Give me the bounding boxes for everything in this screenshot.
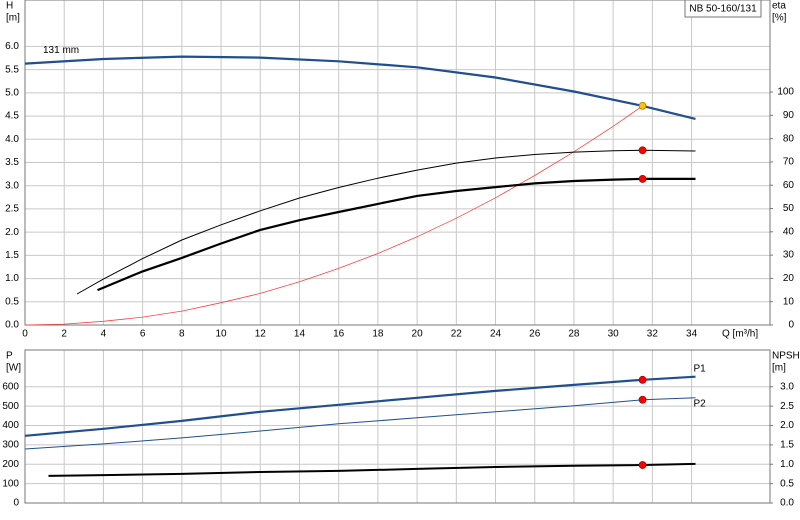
y2-axis-unit: [m] — [772, 363, 786, 374]
x-tick-label: 20 — [412, 329, 424, 340]
operating-point — [638, 461, 647, 469]
y-tick-label: 100 — [2, 478, 19, 489]
y-tick-label: 500 — [2, 401, 19, 412]
y2-tick-label: 3.0 — [780, 381, 794, 392]
x-axis-title: Q [m³/h] — [722, 329, 758, 340]
y2-tick-label: 90 — [783, 110, 795, 121]
y-tick-label: 4.0 — [5, 134, 19, 145]
y-tick-label: 400 — [2, 420, 19, 431]
y2-tick-label: 1.0 — [780, 459, 794, 470]
x-tick-label: 16 — [333, 329, 345, 340]
y-tick-label: 300 — [2, 440, 19, 451]
y-tick-label: 0.0 — [5, 320, 19, 331]
operating-point — [638, 375, 647, 384]
curve — [24, 55, 696, 120]
y2-tick-label: 60 — [783, 180, 795, 191]
curve-label: P2 — [694, 398, 707, 409]
chart-title: NB 50-160/131 — [689, 4, 757, 15]
x-tick-label: 18 — [372, 329, 384, 340]
curve — [48, 462, 696, 477]
y-tick-label: 3.0 — [5, 180, 19, 191]
y2-tick-label: 10 — [783, 296, 795, 307]
y2-tick-label: 30 — [783, 250, 795, 261]
y-axis-title: P — [6, 351, 13, 362]
y-axis-unit: [m] — [6, 13, 20, 24]
y-axis-unit: [W] — [6, 363, 21, 374]
y-tick-label: 2.0 — [5, 227, 19, 238]
x-tick-label: 14 — [294, 329, 306, 340]
curve — [24, 375, 696, 437]
y2-axis-title: NPSH — [772, 351, 800, 362]
y-tick-label: 6.0 — [5, 41, 19, 52]
y-tick-label: 200 — [2, 459, 19, 470]
x-tick-label: 6 — [140, 329, 146, 340]
x-tick-label: 12 — [255, 329, 267, 340]
y2-tick-label: 100 — [777, 87, 794, 98]
x-tick-label: 24 — [490, 329, 502, 340]
y2-tick-label: 70 — [783, 157, 795, 168]
y-tick-label: 1.0 — [5, 273, 19, 284]
y2-tick-label: 50 — [783, 203, 795, 214]
curve — [24, 397, 696, 450]
y-axis-title: H — [6, 1, 13, 12]
curve — [97, 177, 696, 292]
x-tick-label: 22 — [451, 329, 463, 340]
x-tick-label: 2 — [61, 329, 67, 340]
y-tick-label: 1.5 — [5, 250, 19, 261]
plot-area — [25, 350, 770, 503]
y-tick-label: 2.5 — [5, 204, 19, 215]
operating-point — [638, 175, 647, 183]
y-tick-label: 5.5 — [5, 64, 19, 75]
operating-point — [638, 395, 647, 404]
x-tick-label: 32 — [647, 329, 659, 340]
y2-tick-label: 40 — [783, 226, 795, 237]
operating-point — [638, 146, 647, 155]
y-tick-label: 5.0 — [5, 87, 19, 98]
curve-label: 131 mm — [43, 45, 79, 56]
y2-tick-label: 0.0 — [780, 498, 794, 509]
x-tick-label: 34 — [686, 329, 698, 340]
y2-tick-label: 1.5 — [780, 440, 794, 451]
title-box — [684, 0, 762, 18]
x-tick-label: 0 — [22, 329, 28, 340]
y-tick-label: 4.5 — [5, 111, 19, 122]
y2-tick-label: 20 — [783, 273, 795, 284]
y2-axis-title: eta — [772, 1, 786, 12]
y-tick-label: 0.5 — [5, 296, 19, 307]
x-tick-label: 8 — [179, 329, 185, 340]
y-tick-label: 600 — [2, 381, 19, 392]
y-tick-label: 3.5 — [5, 157, 19, 168]
x-tick-label: 10 — [215, 329, 227, 340]
x-tick-label: 28 — [568, 329, 580, 340]
y2-axis-unit: [%] — [772, 13, 787, 24]
curve — [76, 149, 696, 295]
operating-point — [638, 101, 647, 110]
y2-tick-label: 2.0 — [780, 420, 794, 431]
plot-frame — [24, 0, 771, 326]
curve — [24, 105, 643, 326]
plot-frame — [24, 349, 771, 504]
y-tick-label: 0 — [13, 498, 19, 509]
x-tick-label: 4 — [101, 329, 107, 340]
curve-label: P1 — [694, 363, 707, 374]
y2-tick-label: 2.5 — [780, 401, 794, 412]
y2-tick-label: 0.5 — [780, 478, 794, 489]
y2-tick-label: 0 — [788, 320, 794, 331]
y2-tick-label: 80 — [783, 133, 795, 144]
x-tick-label: 30 — [608, 329, 620, 340]
x-tick-label: 26 — [529, 329, 541, 340]
